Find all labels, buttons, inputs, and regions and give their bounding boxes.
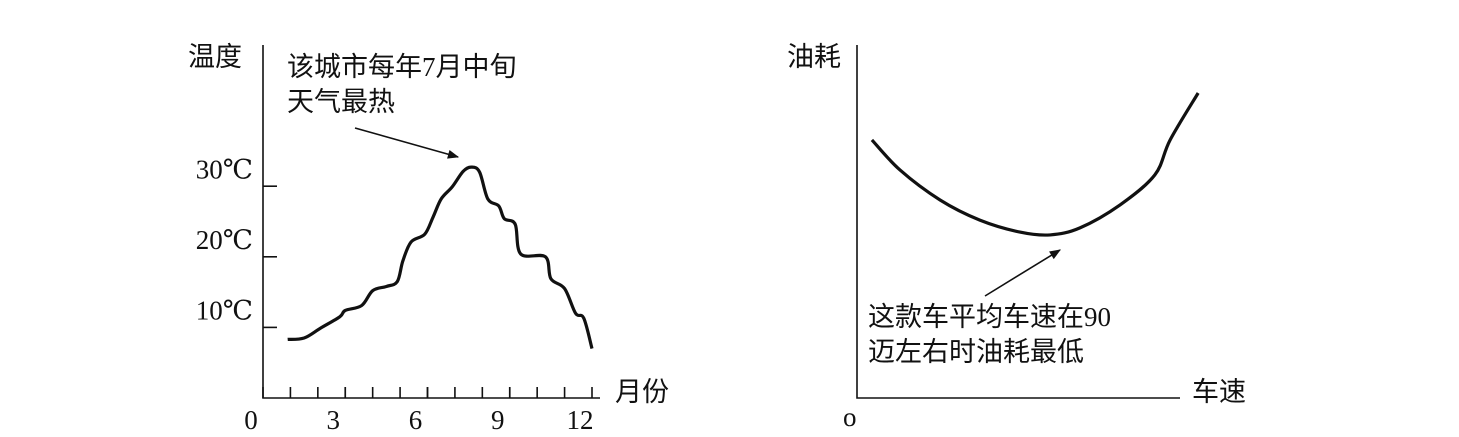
annotation-arrow [354, 127, 460, 159]
y-tick-label: 20℃ [196, 225, 253, 255]
y-tick-label: 30℃ [196, 154, 253, 184]
x-tick-label: 12 [567, 405, 594, 435]
x-axis-label: 月份 [615, 377, 669, 407]
axis [856, 45, 1180, 399]
annotation: 天气最热 [287, 87, 395, 117]
x-axis-label: 车速 [1192, 377, 1246, 407]
x-tick-label: 6 [409, 405, 423, 435]
annotation: 迈左右时油耗最低 [868, 337, 1084, 367]
line-series [870, 92, 1200, 237]
y-axis-label: 油耗 [787, 42, 841, 72]
line-series [287, 165, 594, 349]
annotation-arrow [984, 249, 1061, 297]
x-tick-label: 9 [491, 405, 505, 435]
y-tick-label: 10℃ [196, 296, 253, 326]
x-tick-label: 0 [244, 405, 258, 435]
y-axis-label: 温度 [188, 42, 242, 72]
annotation: 这款车平均车速在90 [868, 302, 1111, 332]
origin-label: o [843, 402, 857, 432]
annotation: 该城市每年7月中旬 [287, 52, 517, 82]
x-tick-label: 3 [327, 405, 341, 435]
